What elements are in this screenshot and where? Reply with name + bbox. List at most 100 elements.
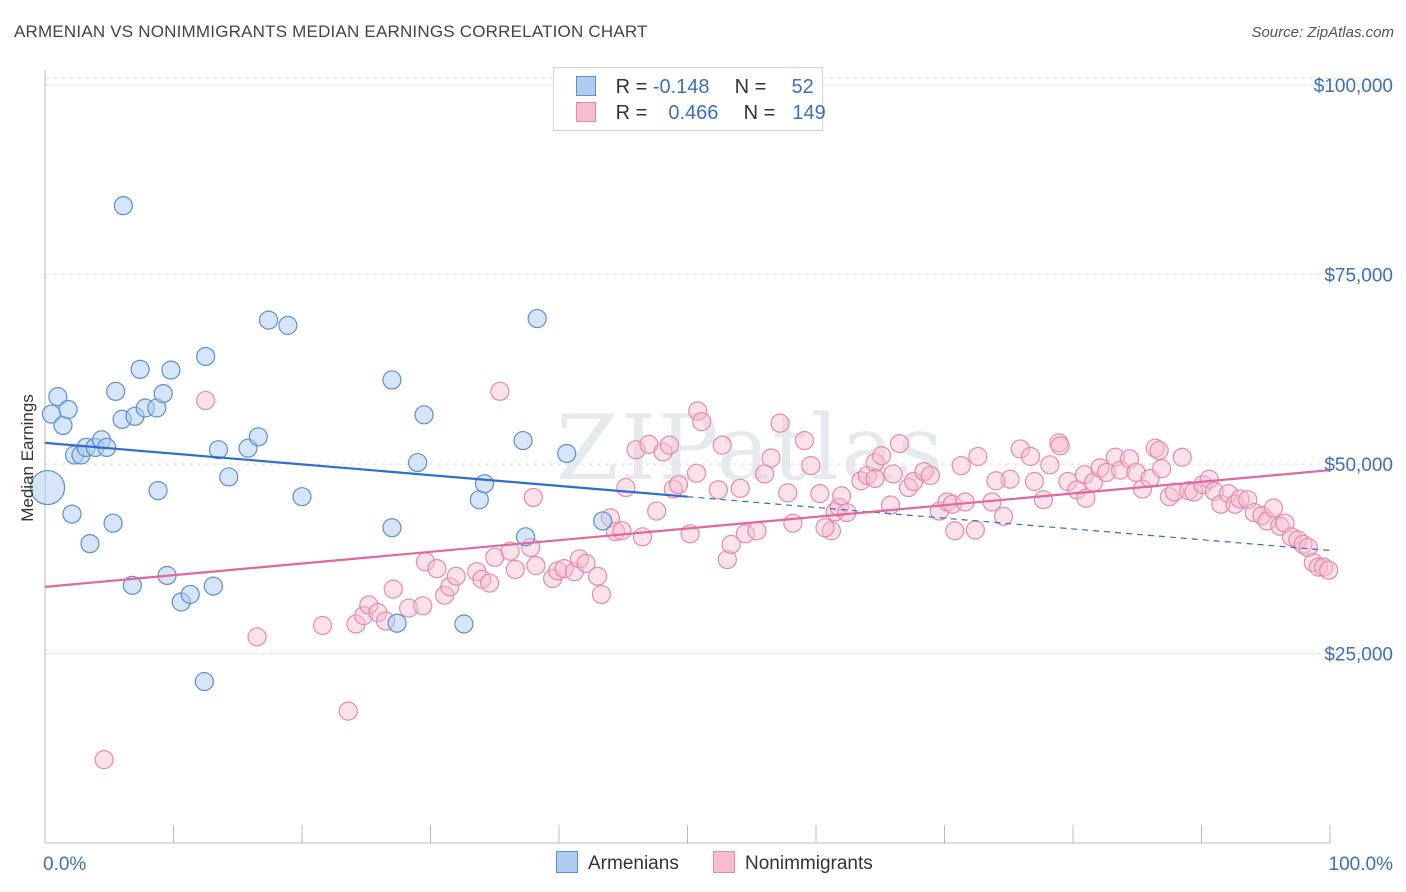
- nonimmigrants-point: [951, 455, 971, 476]
- nonimmigrants-point: [712, 435, 732, 455]
- armenians-point: [474, 474, 495, 494]
- nonimmigrants-point: [1252, 506, 1272, 526]
- nonimmigrants-point: [801, 455, 821, 476]
- legend-n-value: 52: [791, 76, 814, 98]
- nonimmigrants-point: [832, 486, 852, 506]
- bottom-legend-label: Nonimmigrants: [745, 853, 873, 874]
- nonimmigrants-point: [883, 464, 903, 484]
- axes: [44, 70, 1331, 844]
- nonimmigrants-point: [794, 430, 815, 451]
- nonimmigrants-point: [587, 566, 608, 586]
- nonimmigrants-point: [904, 471, 924, 492]
- nonimmigrants-point: [688, 401, 708, 421]
- nonimmigrants-point: [1050, 436, 1070, 456]
- armenians-point: [219, 467, 239, 487]
- legend-n-value: 149: [792, 102, 826, 124]
- nonimmigrants-point: [1293, 534, 1313, 555]
- armenians-point: [29, 469, 66, 506]
- nonimmigrants-point: [851, 471, 871, 491]
- gridlines: [45, 77, 1395, 655]
- legend-r-value: -0.148: [652, 76, 710, 98]
- nonimmigrants-point: [1193, 474, 1213, 495]
- trend-lines: [44, 441, 1331, 588]
- nonimmigrants-point: [338, 701, 358, 721]
- nonimmigrants-series: [94, 381, 1339, 770]
- armenians-point: [515, 527, 536, 547]
- bottom-legend-armenians: Armenians: [556, 851, 679, 875]
- nonimmigrants-point: [865, 468, 885, 489]
- nonimmigrants-point: [815, 518, 835, 538]
- nonimmigrants-point: [413, 596, 433, 616]
- armenians-point: [454, 614, 474, 634]
- armenians-point: [248, 427, 268, 447]
- nonimmigrants-point: [810, 484, 830, 504]
- nonimmigrants-point: [721, 534, 741, 555]
- nonimmigrants-point: [898, 477, 919, 498]
- stats-legend: R = -0.148 N = 52 R = 0.466 N = 149: [553, 67, 826, 131]
- legend-row-armenians: R = -0.148 N = 52: [576, 76, 814, 100]
- nonimmigrants-point: [986, 471, 1006, 491]
- armenians-point: [148, 481, 168, 501]
- y-axis-title: Median Earnings: [18, 394, 37, 522]
- nonimmigrants-point: [735, 524, 755, 544]
- nonimmigrants-swatch: [713, 851, 735, 873]
- nonimmigrants-point: [399, 598, 419, 618]
- nonimmigrants-point: [968, 446, 988, 467]
- armenians-point: [408, 452, 428, 473]
- armenians-point: [180, 584, 200, 605]
- armenians-swatch: [556, 851, 578, 873]
- nonimmigrants-point: [920, 465, 940, 486]
- bottom-legend-label: Armenians: [588, 853, 679, 874]
- nonimmigrants-point: [440, 577, 460, 597]
- nonimmigrants-point: [717, 549, 737, 570]
- nonimmigrants-point: [1096, 462, 1117, 483]
- nonimmigrants-point: [686, 463, 707, 483]
- nonimmigrants-point: [1149, 440, 1169, 461]
- armenians-point: [557, 443, 577, 464]
- nonimmigrants-point: [1298, 537, 1318, 558]
- nonimmigrants-point: [1218, 484, 1239, 504]
- nonimmigrants-point: [490, 381, 510, 401]
- nonimmigrants-point: [354, 606, 374, 626]
- nonimmigrants-point: [871, 446, 892, 466]
- armenians-point: [103, 513, 123, 533]
- nonimmigrants-point: [1230, 489, 1250, 509]
- watermark: ZIPatlas: [556, 396, 946, 501]
- legend-n-label: N =: [734, 76, 767, 98]
- legend-r-label: R =: [615, 102, 648, 124]
- armenians-series: [29, 196, 613, 692]
- armenians-point: [527, 308, 547, 329]
- nonimmigrants-point: [889, 434, 910, 454]
- nonimmigrants-point: [576, 553, 596, 573]
- armenians-point: [469, 490, 489, 510]
- legend-n-label: N =: [743, 102, 776, 124]
- nonimmigrants-point: [783, 513, 803, 533]
- nonimmigrants-point: [500, 541, 520, 561]
- y-tick-label: $50,000: [1324, 455, 1393, 476]
- armenians-point: [48, 387, 68, 407]
- armenians-point: [53, 415, 73, 436]
- legend-r-value: 0.466: [668, 102, 719, 124]
- armenians-point: [113, 196, 133, 216]
- nonimmigrants-point: [1313, 557, 1334, 577]
- armenians-point: [208, 440, 229, 460]
- nonimmigrants-point: [526, 556, 546, 576]
- nonimmigrants-point: [945, 521, 965, 541]
- nonimmigrants-point: [1319, 560, 1339, 580]
- y-tick-label: $75,000: [1324, 266, 1393, 287]
- nonimmigrants-point: [480, 573, 500, 593]
- nonimmigrants-point: [668, 474, 689, 495]
- nonimmigrants-point: [505, 559, 525, 580]
- nonimmigrants-trend-line: [44, 469, 1331, 588]
- nonimmigrants-swatch: [576, 102, 596, 122]
- nonimmigrants-point: [612, 521, 632, 541]
- chart-title: ARMENIAN VS NONIMMIGRANTS MEDIAN EARNING…: [14, 22, 648, 41]
- nonimmigrants-point: [626, 440, 646, 460]
- nonimmigrants-point: [196, 390, 216, 411]
- nonimmigrants-point: [1033, 490, 1054, 510]
- nonimmigrants-point: [523, 487, 543, 508]
- armenians-point: [292, 487, 312, 507]
- nonimmigrants-point: [1225, 494, 1245, 514]
- nonimmigrants-point: [632, 527, 653, 547]
